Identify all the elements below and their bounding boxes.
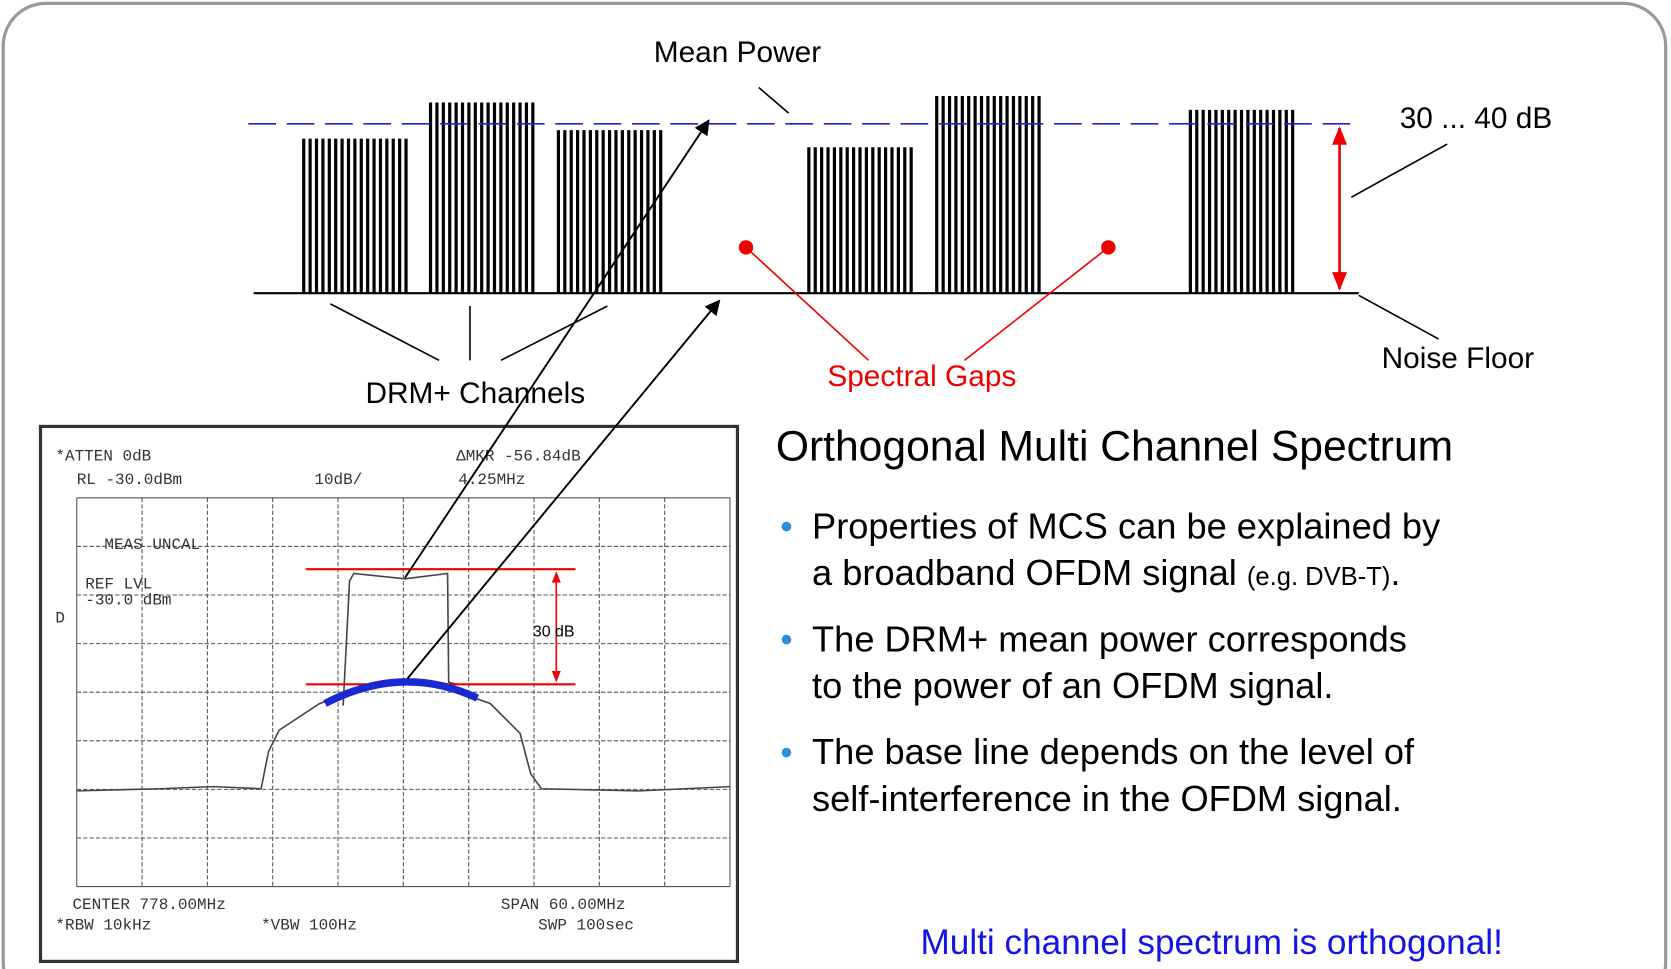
bullet-dot bbox=[782, 748, 792, 758]
spectrum-analyzer: *ATTEN 0dB RL -30.0dBm 10dB/ ΔMKR -56.84… bbox=[40, 426, 737, 961]
bullet-text: to the power of an OFDM signal. bbox=[812, 665, 1333, 706]
bullet-text: The DRM+ mean power corresponds bbox=[812, 618, 1407, 659]
analyzer-text: D bbox=[55, 610, 65, 628]
slide-heading: Orthogonal Multi Channel Spectrum bbox=[776, 423, 1453, 471]
analyzer-text: *VBW 100Hz bbox=[261, 916, 357, 934]
gap-leaders bbox=[740, 241, 1115, 360]
bullet-run: The base line depends on the level of bbox=[812, 731, 1415, 772]
analyzer-text: 4.25MHz bbox=[458, 471, 525, 489]
page: Mean Power 30 ... 40 dB Noise Floor DRM+… bbox=[0, 0, 1671, 969]
bullet-text: self-interference in the OFDM signal. bbox=[812, 778, 1402, 819]
label: Spectral Gaps bbox=[827, 360, 1016, 393]
slide: Mean Power 30 ... 40 dB Noise Floor DRM+… bbox=[0, 0, 1671, 969]
label: Noise Floor bbox=[1382, 342, 1535, 375]
analyzer-text: MEAS UNCAL bbox=[104, 536, 200, 554]
label: DRM+ Channels bbox=[365, 377, 585, 410]
bullet-text: The base line depends on the level of bbox=[812, 731, 1415, 772]
analyzer-text: SPAN 60.00MHz bbox=[501, 896, 626, 914]
analyzer-text: ΔMKR -56.84dB bbox=[456, 448, 581, 466]
analyzer-text: 30 dB bbox=[533, 623, 575, 640]
bullet-run: (e.g. DVB-T) bbox=[1247, 563, 1390, 591]
bullet-run: a broadband OFDM signal bbox=[812, 552, 1247, 593]
analyzer-text: RL -30.0dBm bbox=[77, 471, 182, 489]
analyzer-text: *RBW 10kHz bbox=[55, 916, 151, 934]
bullet-run: self-interference in the OFDM signal. bbox=[812, 778, 1402, 819]
analyzer-text: -30.0 dBm bbox=[85, 591, 171, 609]
analyzer-text: SWP 100sec bbox=[538, 916, 634, 934]
analyzer-text: *ATTEN 0dB bbox=[55, 448, 151, 466]
conclusion: Multi channel spectrum is orthogonal! bbox=[921, 923, 1503, 962]
bullet-dot bbox=[782, 635, 792, 645]
analyzer-text: CENTER 778.00MHz bbox=[72, 896, 225, 914]
bullet-run: to the power of an OFDM signal. bbox=[812, 665, 1333, 706]
bullet-text: a broadband OFDM signal (e.g. DVB-T). bbox=[812, 552, 1400, 593]
bullet-dot bbox=[782, 522, 792, 532]
label: Mean Power bbox=[654, 36, 822, 69]
bullet-text: Properties of MCS can be explained by bbox=[812, 505, 1441, 546]
bullet-run: Properties of MCS can be explained by bbox=[812, 505, 1441, 546]
bullet-run: . bbox=[1390, 552, 1400, 593]
channel-bars bbox=[304, 96, 1293, 293]
bullet-run: The DRM+ mean power corresponds bbox=[812, 618, 1407, 659]
analyzer-text: 10dB/ bbox=[314, 471, 362, 489]
bullet-list: Properties of MCS can be explained by a b… bbox=[782, 505, 1441, 819]
label: 30 ... 40 dB bbox=[1400, 102, 1553, 135]
